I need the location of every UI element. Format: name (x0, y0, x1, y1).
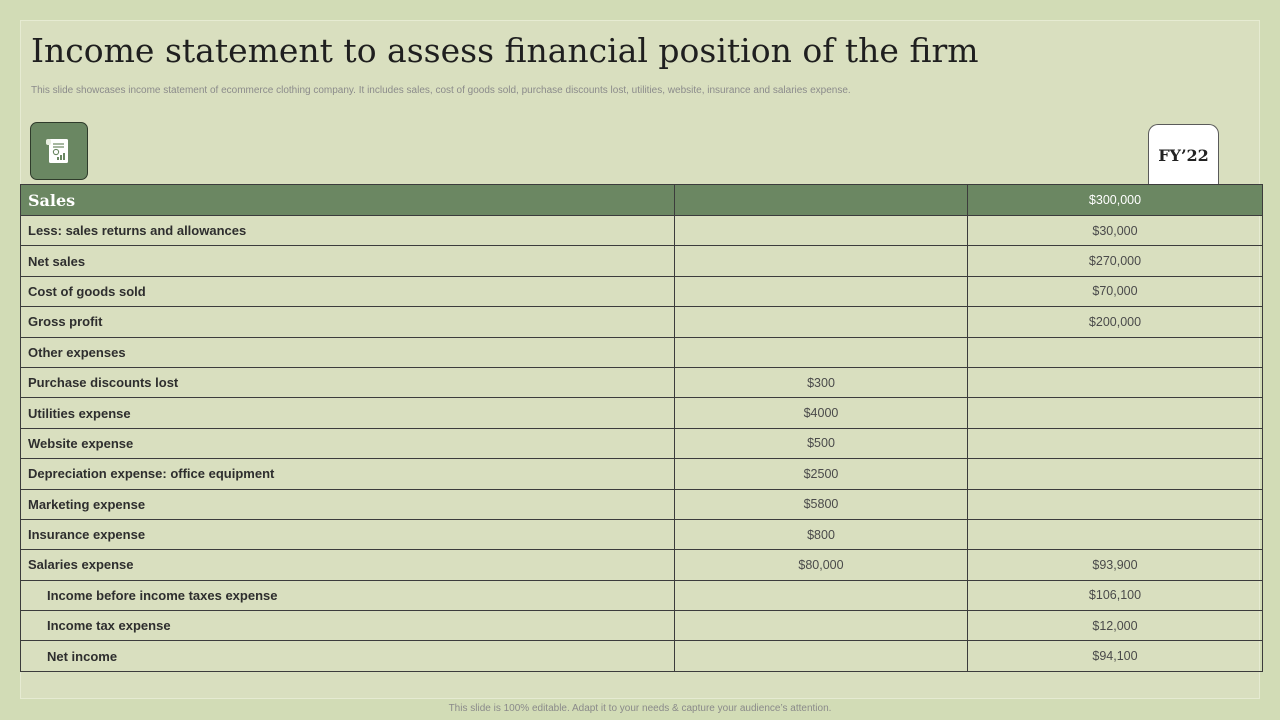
row-label: Salaries expense (20, 549, 675, 581)
row-label: Income tax expense (20, 610, 675, 642)
slide-panel: Income statement to assess financial pos… (20, 20, 1263, 699)
row-total-amount: $12,000 (967, 610, 1263, 642)
row-detail-amount (674, 275, 968, 308)
row-label: Purchase discounts lost (20, 366, 675, 399)
table-header-row: Sales $300,000 (20, 184, 1263, 216)
row-label: Other expenses (20, 336, 675, 368)
table-row: Income tax expense $12,000 (20, 610, 1263, 642)
row-total-amount: $270,000 (967, 245, 1263, 277)
table-row: Net income $94,100 (20, 640, 1263, 672)
page-title: Income statement to assess financial pos… (31, 31, 979, 70)
row-label: Less: sales returns and allowances (20, 214, 675, 247)
row-label: Cost of goods sold (20, 275, 675, 308)
page-subtitle: This slide showcases income statement of… (31, 85, 851, 96)
row-label: Marketing expense (20, 488, 675, 520)
footer-note: This slide is 100% editable. Adapt it to… (448, 703, 832, 714)
table-row: Utilities expense $4000 (20, 397, 1263, 429)
row-total-amount: $30,000 (967, 214, 1263, 247)
row-total-amount: $70,000 (967, 275, 1263, 308)
row-label: Depreciation expense: office equipment (20, 458, 675, 490)
table-row: Marketing expense $5800 (20, 488, 1263, 520)
sales-value: $300,000 (967, 184, 1263, 216)
row-label: Income before income taxes expense (20, 579, 675, 612)
table-row: Income before income taxes expense $106,1… (20, 579, 1263, 612)
row-detail-amount: $800 (674, 518, 968, 551)
row-detail-amount (674, 214, 968, 247)
row-detail-amount (674, 306, 968, 338)
table-row: Gross profit $200,000 (20, 306, 1263, 338)
row-label: Gross profit (20, 306, 675, 338)
row-total-amount (967, 458, 1263, 490)
table-row: Less: sales returns and allowances $30,00… (20, 214, 1263, 247)
fiscal-year-tab: FY’22 (1148, 124, 1219, 186)
row-detail-amount: $80,000 (674, 549, 968, 581)
row-detail-amount: $5800 (674, 488, 968, 520)
row-total-amount: $106,100 (967, 579, 1263, 612)
row-detail-amount (674, 640, 968, 672)
income-statement-table: Sales $300,000 Less: sales returns and a… (20, 184, 1263, 672)
document-chart-icon (46, 139, 68, 163)
row-detail-amount: $300 (674, 366, 968, 399)
row-detail-amount (674, 245, 968, 277)
table-row: Other expenses (20, 336, 1263, 368)
row-total-amount (967, 518, 1263, 551)
row-detail-amount (674, 579, 968, 612)
row-total-amount (967, 366, 1263, 399)
row-total-amount (967, 488, 1263, 520)
row-total-amount (967, 397, 1263, 429)
row-detail-amount (674, 610, 968, 642)
row-detail-amount: $2500 (674, 458, 968, 490)
table-row: Website expense $500 (20, 427, 1263, 460)
row-total-amount (967, 427, 1263, 460)
table-row: Salaries expense $80,000 $93,900 (20, 549, 1263, 581)
sales-col2 (674, 184, 968, 216)
sales-label: Sales (20, 184, 675, 216)
row-detail-amount: $4000 (674, 397, 968, 429)
row-total-amount: $93,900 (967, 549, 1263, 581)
table-row: Cost of goods sold $70,000 (20, 275, 1263, 308)
income-statement-document-icon (30, 122, 88, 180)
table-row: Purchase discounts lost $300 (20, 366, 1263, 399)
row-label: Net income (20, 640, 675, 672)
row-detail-amount: $500 (674, 427, 968, 460)
row-label: Net sales (20, 245, 675, 277)
table-row: Insurance expense $800 (20, 518, 1263, 551)
table-row: Depreciation expense: office equipment $2… (20, 458, 1263, 490)
row-label: Insurance expense (20, 518, 675, 551)
table-row: Net sales $270,000 (20, 245, 1263, 277)
row-label: Website expense (20, 427, 675, 460)
row-total-amount: $200,000 (967, 306, 1263, 338)
row-total-amount: $94,100 (967, 640, 1263, 672)
row-total-amount (967, 336, 1263, 368)
row-label: Utilities expense (20, 397, 675, 429)
row-detail-amount (674, 336, 968, 368)
